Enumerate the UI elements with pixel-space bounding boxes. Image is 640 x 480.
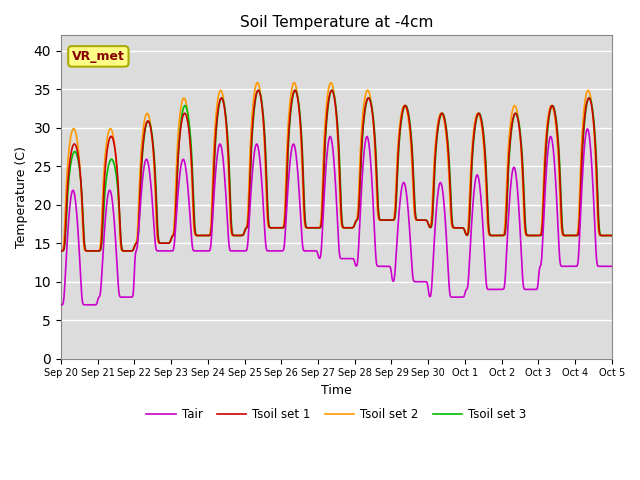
X-axis label: Time: Time	[321, 384, 352, 397]
Line: Tair: Tair	[61, 129, 612, 305]
Tsoil set 1	[608, 233, 616, 239]
Tsoil set 1	[211, 151, 218, 156]
Tair	[365, 138, 372, 144]
Tsoil set 3	[353, 217, 360, 223]
Y-axis label: Temperature (C): Temperature (C)	[15, 146, 28, 248]
Tsoil set 1	[254, 87, 262, 93]
Tsoil set 2	[560, 233, 568, 239]
Tsoil set 2	[57, 248, 65, 254]
Tsoil set 2	[253, 80, 261, 85]
Tsoil set 1	[353, 217, 360, 223]
Tsoil set 1	[559, 232, 567, 238]
Tsoil set 1	[365, 95, 372, 101]
Tair	[575, 251, 582, 256]
Tair	[57, 302, 65, 308]
Tsoil set 2	[575, 209, 583, 215]
Tsoil set 1	[57, 248, 65, 254]
Line: Tsoil set 2: Tsoil set 2	[61, 83, 612, 251]
Tsoil set 3	[575, 230, 582, 236]
Tsoil set 2	[353, 216, 360, 222]
Tsoil set 1	[497, 233, 504, 239]
Tsoil set 3	[57, 248, 65, 254]
Tair	[81, 302, 89, 308]
Tsoil set 2	[211, 128, 219, 134]
Tsoil set 3	[608, 233, 616, 239]
Tair	[559, 264, 567, 269]
Tair	[584, 126, 591, 132]
Tsoil set 3	[497, 233, 504, 239]
Tair	[608, 264, 616, 269]
Line: Tsoil set 1: Tsoil set 1	[61, 90, 612, 251]
Tair	[353, 263, 360, 269]
Line: Tsoil set 3: Tsoil set 3	[61, 90, 612, 251]
Tsoil set 2	[365, 88, 372, 94]
Tsoil set 3	[211, 158, 218, 164]
Tair	[497, 287, 504, 292]
Tsoil set 2	[608, 233, 616, 239]
Tair	[211, 180, 219, 186]
Title: Soil Temperature at -4cm: Soil Temperature at -4cm	[240, 15, 433, 30]
Tsoil set 1	[575, 227, 582, 233]
Text: VR_met: VR_met	[72, 50, 125, 63]
Tsoil set 3	[559, 231, 567, 237]
Tsoil set 2	[93, 248, 101, 254]
Tsoil set 3	[365, 95, 372, 101]
Legend: Tair, Tsoil set 1, Tsoil set 2, Tsoil set 3: Tair, Tsoil set 1, Tsoil set 2, Tsoil se…	[141, 403, 531, 426]
Tsoil set 2	[497, 233, 505, 239]
Tsoil set 3	[255, 87, 262, 93]
